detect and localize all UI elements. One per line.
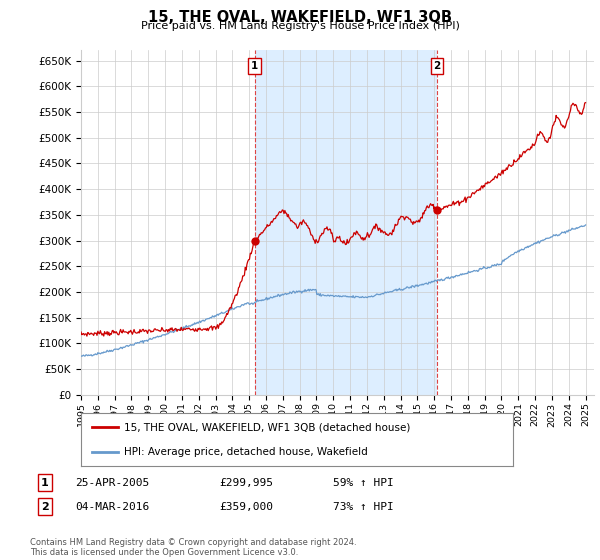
- Text: 2: 2: [41, 502, 49, 512]
- Text: HPI: Average price, detached house, Wakefield: HPI: Average price, detached house, Wake…: [124, 446, 368, 456]
- Text: 15, THE OVAL, WAKEFIELD, WF1 3QB (detached house): 15, THE OVAL, WAKEFIELD, WF1 3QB (detach…: [124, 422, 410, 432]
- Text: 59% ↑ HPI: 59% ↑ HPI: [333, 478, 394, 488]
- Text: 1: 1: [251, 61, 258, 71]
- Text: £359,000: £359,000: [219, 502, 273, 512]
- Text: 25-APR-2005: 25-APR-2005: [75, 478, 149, 488]
- Text: 73% ↑ HPI: 73% ↑ HPI: [333, 502, 394, 512]
- Text: 04-MAR-2016: 04-MAR-2016: [75, 502, 149, 512]
- Text: 15, THE OVAL, WAKEFIELD, WF1 3QB: 15, THE OVAL, WAKEFIELD, WF1 3QB: [148, 10, 452, 25]
- Text: Price paid vs. HM Land Registry's House Price Index (HPI): Price paid vs. HM Land Registry's House …: [140, 21, 460, 31]
- Text: Contains HM Land Registry data © Crown copyright and database right 2024.
This d: Contains HM Land Registry data © Crown c…: [30, 538, 356, 557]
- Text: 2: 2: [433, 61, 440, 71]
- Text: £299,995: £299,995: [219, 478, 273, 488]
- Bar: [254, 50, 437, 395]
- Text: 1: 1: [41, 478, 49, 488]
